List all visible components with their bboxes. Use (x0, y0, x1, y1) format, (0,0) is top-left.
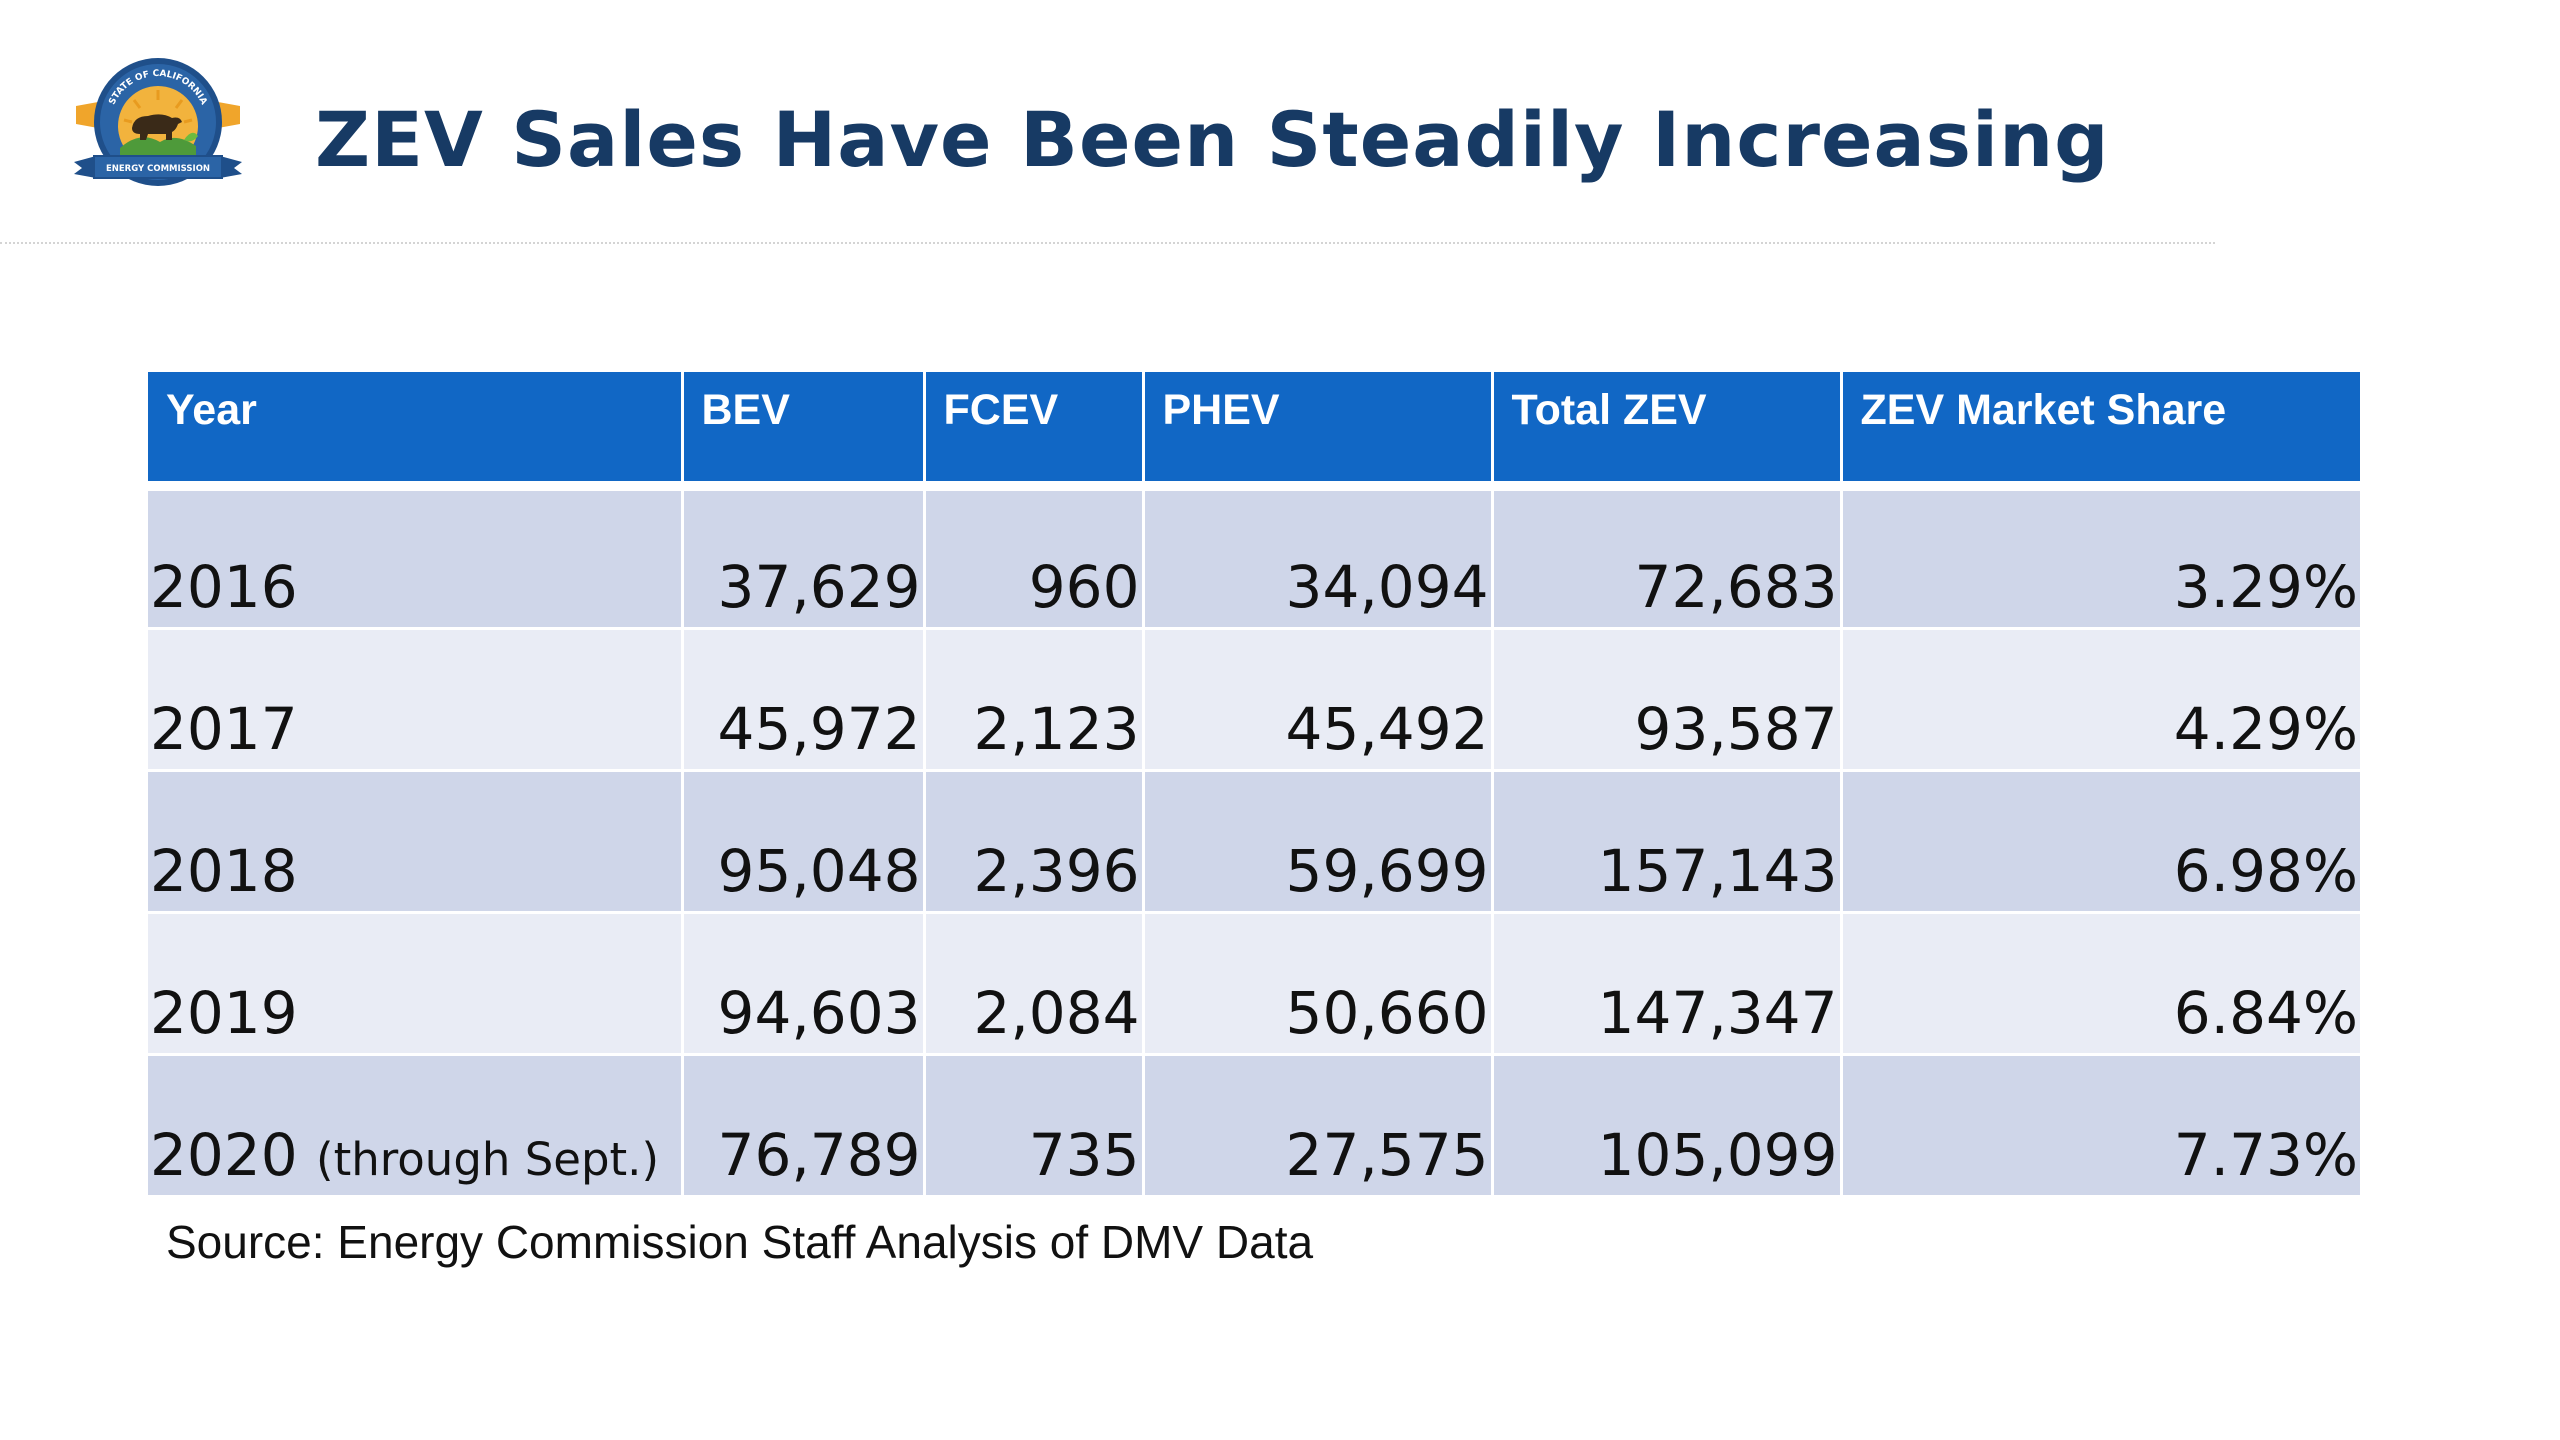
total-zev-cell: 147,347 (1492, 912, 1843, 1056)
header-zev-market-share: ZEV Market Share (1841, 372, 2360, 491)
phev-cell: 34,094 (1143, 486, 1494, 630)
title-divider (0, 242, 2215, 244)
bev-cell: 94,603 (682, 912, 926, 1056)
source-note: Source: Energy Commission Staff Analysis… (166, 1216, 1314, 1268)
phev-cell: 50,660 (1143, 912, 1494, 1056)
phev-cell: 27,575 (1143, 1054, 1494, 1198)
bev-cell: 95,048 (682, 770, 926, 914)
header-total-zev: Total ZEV (1492, 372, 1843, 491)
bev-cell: 45,972 (682, 628, 926, 772)
header-bev: BEV (682, 372, 926, 491)
total-zev-cell: 157,143 (1492, 770, 1843, 914)
table-header-row: Year BEV FCEV PHEV Total ZEV ZEV Market … (148, 372, 2360, 491)
total-zev-cell: 93,587 (1492, 628, 1843, 772)
market-share-cell: 4.29% (1841, 628, 2360, 772)
year-cell: 2019 (148, 912, 684, 1056)
table-row: 2020 (through Sept.) 76,789 735 27,575 1… (148, 1054, 2360, 1198)
bev-cell: 76,789 (682, 1054, 926, 1198)
year-cell: 2017 (148, 628, 684, 772)
table-row: 2019 94,603 2,084 50,660 147,347 6.84% (148, 912, 2360, 1056)
header-phev: PHEV (1143, 372, 1494, 491)
year-value: 2020 (150, 1120, 298, 1189)
fcev-cell: 2,084 (924, 912, 1145, 1056)
fcev-cell: 2,123 (924, 628, 1145, 772)
seal-banner-text: ENERGY COMMISSION (106, 164, 210, 174)
year-value: 2017 (150, 694, 298, 763)
zev-sales-table: Year BEV FCEV PHEV Total ZEV ZEV Market … (148, 372, 2360, 1198)
table-row: 2017 45,972 2,123 45,492 93,587 4.29% (148, 628, 2360, 772)
market-share-cell: 7.73% (1841, 1054, 2360, 1198)
fcev-cell: 960 (924, 486, 1145, 630)
header-fcev: FCEV (924, 372, 1145, 491)
year-cell: 2018 (148, 770, 684, 914)
year-value: 2018 (150, 836, 298, 905)
year-value: 2019 (150, 978, 298, 1047)
fcev-cell: 735 (924, 1054, 1145, 1198)
state-seal-icon: STATE OF CALIFORNIA ENERGY COMMISSION (74, 58, 242, 186)
energy-commission-logo: STATE OF CALIFORNIA ENERGY COMMISSION (68, 44, 248, 204)
year-value: 2016 (150, 552, 298, 621)
market-share-cell: 6.98% (1841, 770, 2360, 914)
fcev-cell: 2,396 (924, 770, 1145, 914)
header-year: Year (148, 372, 684, 491)
table-row: 2018 95,048 2,396 59,699 157,143 6.98% (148, 770, 2360, 914)
market-share-cell: 6.84% (1841, 912, 2360, 1056)
phev-cell: 59,699 (1143, 770, 1494, 914)
bev-cell: 37,629 (682, 486, 926, 630)
slide-title: ZEV Sales Have Been Steadily Increasing (315, 95, 2110, 184)
year-note: (through Sept.) (316, 1132, 660, 1186)
total-zev-cell: 72,683 (1492, 486, 1843, 630)
table-row: 2016 37,629 960 34,094 72,683 3.29% (148, 486, 2360, 630)
year-cell: 2020 (through Sept.) (148, 1054, 684, 1198)
total-zev-cell: 105,099 (1492, 1054, 1843, 1198)
year-cell: 2016 (148, 486, 684, 630)
market-share-cell: 3.29% (1841, 486, 2360, 630)
phev-cell: 45,492 (1143, 628, 1494, 772)
